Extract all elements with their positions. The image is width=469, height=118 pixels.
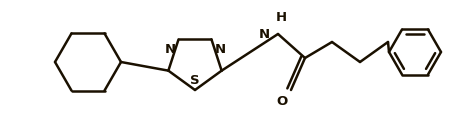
Text: H: H bbox=[276, 11, 287, 24]
Text: O: O bbox=[277, 95, 288, 108]
Text: S: S bbox=[190, 74, 200, 87]
Text: N: N bbox=[165, 43, 175, 56]
Text: N: N bbox=[214, 43, 226, 56]
Text: N: N bbox=[259, 28, 270, 41]
